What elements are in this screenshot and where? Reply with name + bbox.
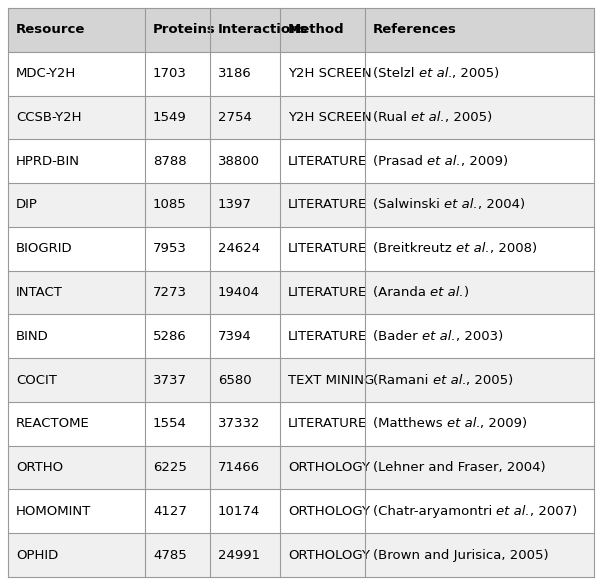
Bar <box>8 402 594 446</box>
Text: (Rual: (Rual <box>373 111 411 124</box>
Text: et al.: et al. <box>411 111 445 124</box>
Text: , 2007): , 2007) <box>530 505 577 518</box>
Text: HOMOMINT: HOMOMINT <box>16 505 92 518</box>
Bar <box>8 139 594 183</box>
Text: et al.: et al. <box>422 330 456 343</box>
Text: 38800: 38800 <box>218 154 260 168</box>
Text: et al.: et al. <box>430 286 464 299</box>
Text: (Ramani: (Ramani <box>373 374 433 387</box>
Text: 37332: 37332 <box>218 417 261 431</box>
Text: LITERATURE: LITERATURE <box>288 417 367 431</box>
Text: et al.: et al. <box>427 154 461 168</box>
Text: (Lehner and Fraser, 2004): (Lehner and Fraser, 2004) <box>373 461 545 474</box>
Text: ): ) <box>464 286 469 299</box>
Text: LITERATURE: LITERATURE <box>288 198 367 211</box>
Text: 3186: 3186 <box>218 67 252 80</box>
Bar <box>8 534 594 577</box>
Text: Method: Method <box>288 23 344 36</box>
Text: LITERATURE: LITERATURE <box>288 242 367 255</box>
Bar <box>8 358 594 402</box>
Text: 5286: 5286 <box>153 330 187 343</box>
Text: , 2003): , 2003) <box>456 330 503 343</box>
Text: LITERATURE: LITERATURE <box>288 154 367 168</box>
Text: LITERATURE: LITERATURE <box>288 286 367 299</box>
Text: 4127: 4127 <box>153 505 187 518</box>
Text: et al.: et al. <box>419 67 452 80</box>
Text: (Aranda: (Aranda <box>373 286 430 299</box>
Bar <box>8 8 594 51</box>
Text: 71466: 71466 <box>218 461 260 474</box>
Text: (Brown and Jurisica, 2005): (Brown and Jurisica, 2005) <box>373 549 548 562</box>
Bar <box>8 490 594 534</box>
Text: et al.: et al. <box>433 374 467 387</box>
Text: 24991: 24991 <box>218 549 260 562</box>
Text: OPHID: OPHID <box>16 549 58 562</box>
Text: 6580: 6580 <box>218 374 252 387</box>
Text: (Salwinski: (Salwinski <box>373 198 444 211</box>
Text: Proteins: Proteins <box>153 23 216 36</box>
Text: ORTHOLOGY: ORTHOLOGY <box>288 461 370 474</box>
Text: 7273: 7273 <box>153 286 187 299</box>
Text: , 2009): , 2009) <box>480 417 527 431</box>
Text: BIOGRID: BIOGRID <box>16 242 73 255</box>
Text: Interactions: Interactions <box>218 23 308 36</box>
Text: et al.: et al. <box>447 417 480 431</box>
Text: , 2005): , 2005) <box>467 374 514 387</box>
Text: 1554: 1554 <box>153 417 187 431</box>
Text: , 2005): , 2005) <box>452 67 500 80</box>
Text: (Prasad: (Prasad <box>373 154 427 168</box>
Text: References: References <box>373 23 457 36</box>
Text: 3737: 3737 <box>153 374 187 387</box>
Text: 2754: 2754 <box>218 111 252 124</box>
Text: 7394: 7394 <box>218 330 252 343</box>
Text: , 2005): , 2005) <box>445 111 492 124</box>
Text: , 2008): , 2008) <box>489 242 537 255</box>
Text: DIP: DIP <box>16 198 38 211</box>
Bar <box>8 314 594 358</box>
Text: 4785: 4785 <box>153 549 187 562</box>
Text: (Stelzl: (Stelzl <box>373 67 419 80</box>
Text: et al.: et al. <box>497 505 530 518</box>
Text: 1085: 1085 <box>153 198 187 211</box>
Text: TEXT MINING: TEXT MINING <box>288 374 374 387</box>
Text: INTACT: INTACT <box>16 286 63 299</box>
Text: Y2H SCREEN: Y2H SCREEN <box>288 67 371 80</box>
Text: (Bader: (Bader <box>373 330 422 343</box>
Text: et al.: et al. <box>444 198 478 211</box>
Bar <box>8 271 594 314</box>
Text: Y2H SCREEN: Y2H SCREEN <box>288 111 371 124</box>
Text: 1397: 1397 <box>218 198 252 211</box>
Text: 6225: 6225 <box>153 461 187 474</box>
Bar <box>8 183 594 227</box>
Text: HPRD-BIN: HPRD-BIN <box>16 154 80 168</box>
Bar <box>8 95 594 139</box>
Text: , 2009): , 2009) <box>461 154 508 168</box>
Text: Resource: Resource <box>16 23 85 36</box>
Text: 10174: 10174 <box>218 505 260 518</box>
Text: ORTHOLOGY: ORTHOLOGY <box>288 549 370 562</box>
Text: ORTHO: ORTHO <box>16 461 63 474</box>
Text: 1549: 1549 <box>153 111 187 124</box>
Text: BIND: BIND <box>16 330 49 343</box>
Text: COCIT: COCIT <box>16 374 57 387</box>
Text: 24624: 24624 <box>218 242 260 255</box>
Text: CCSB-Y2H: CCSB-Y2H <box>16 111 81 124</box>
Text: (Matthews: (Matthews <box>373 417 447 431</box>
Text: (Chatr-aryamontri: (Chatr-aryamontri <box>373 505 497 518</box>
Text: 7953: 7953 <box>153 242 187 255</box>
Text: LITERATURE: LITERATURE <box>288 330 367 343</box>
Text: REACTOME: REACTOME <box>16 417 90 431</box>
Text: , 2004): , 2004) <box>478 198 525 211</box>
Text: 1703: 1703 <box>153 67 187 80</box>
Text: MDC-Y2H: MDC-Y2H <box>16 67 76 80</box>
Bar <box>8 446 594 490</box>
Text: 8788: 8788 <box>153 154 187 168</box>
Text: ORTHOLOGY: ORTHOLOGY <box>288 505 370 518</box>
Bar <box>8 51 594 95</box>
Text: et al.: et al. <box>456 242 489 255</box>
Bar <box>8 227 594 271</box>
Text: (Breitkreutz: (Breitkreutz <box>373 242 456 255</box>
Text: 19404: 19404 <box>218 286 260 299</box>
